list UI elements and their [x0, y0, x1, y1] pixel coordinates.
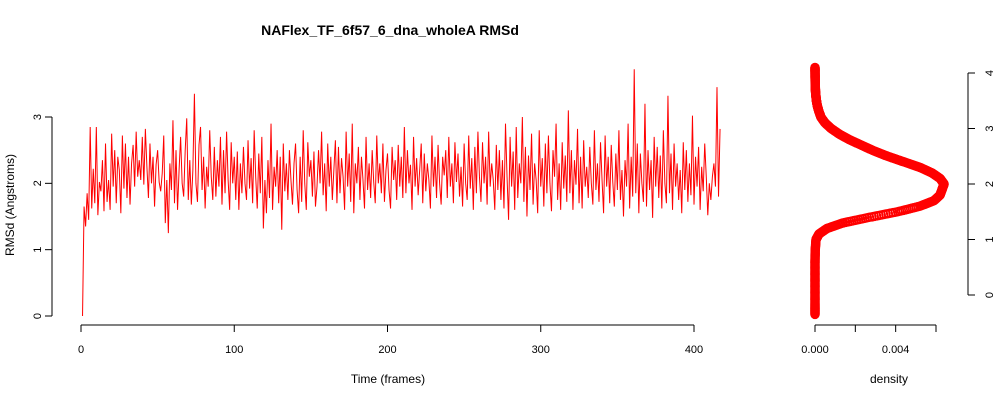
x-axis-label: Time (frames)	[351, 372, 425, 386]
density-point	[810, 62, 820, 73]
density-y-tick-label: 0	[984, 292, 996, 298]
density-y-tick-label: 3	[984, 125, 996, 131]
x-tick-label: 100	[225, 344, 243, 356]
x-tick-label: 0	[78, 344, 84, 356]
y-tick-label: 3	[32, 114, 44, 120]
density-y-tick-label: 4	[984, 70, 996, 76]
y-tick-label: 0	[32, 313, 44, 319]
y-tick-label: 1	[32, 247, 44, 253]
x-tick-label: 200	[378, 344, 396, 356]
density-x-axis-label: density	[870, 372, 908, 386]
density-panel: 0.000 0.004 0 1 2 3 4 density	[801, 62, 996, 386]
density-y-tick-label: 2	[984, 181, 996, 187]
chart-title: NAFlex_TF_6f57_6_dna_wholeA RMSd	[261, 22, 519, 38]
density-x-axis-ticks: 0.000 0.004	[801, 325, 937, 356]
density-x-tick-label: 0.004	[882, 344, 910, 356]
density-points	[810, 62, 949, 320]
density-y-axis-ticks: 0 1 2 3 4	[968, 70, 996, 298]
y-axis-label: RMSd (Angstroms)	[3, 154, 17, 256]
x-tick-label: 400	[685, 344, 703, 356]
density-x-tick-label: 0.000	[801, 344, 829, 356]
time-series-panel: 0 100 200 300 400 0 1 2 3 Time (frames) RMSd (A…	[3, 69, 721, 386]
y-axis-ticks: 0 1 2 3	[32, 114, 52, 319]
y-tick-label: 2	[32, 180, 44, 186]
x-axis-ticks: 0 100 200 300 400	[78, 325, 703, 356]
density-y-tick-label: 1	[984, 236, 996, 242]
rmsd-series-line	[82, 69, 721, 317]
x-tick-label: 300	[532, 344, 550, 356]
